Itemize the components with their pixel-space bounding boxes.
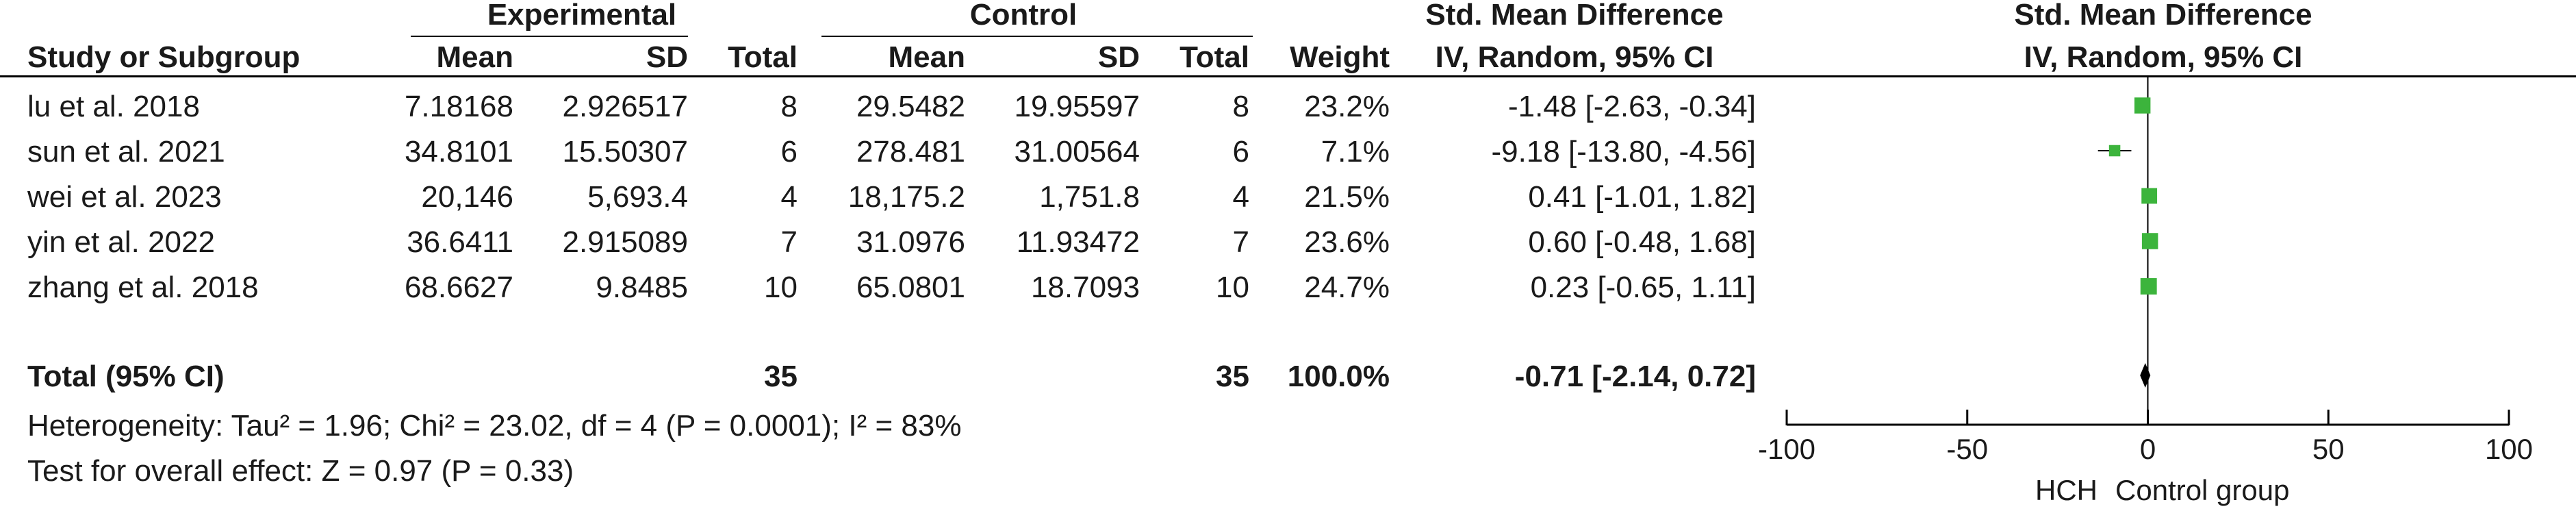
study-marker	[2140, 278, 2157, 295]
cell-total-e: 4	[780, 180, 798, 214]
x-tick-label: 0	[2140, 433, 2156, 465]
cell-study-name: yin et al. 2022	[27, 225, 215, 259]
col-sd-c-header: SD	[1097, 40, 1140, 74]
cell-mean-c: 29.5482	[856, 90, 965, 123]
cell-study-name: lu et al. 2018	[27, 90, 200, 123]
cell-mean-c: 18,175.2	[847, 180, 965, 214]
total-e: 35	[764, 360, 798, 393]
col-study-header: Study or Subgroup	[27, 40, 301, 74]
smd-header-left: Std. Mean Difference	[1425, 0, 1724, 32]
smd-method-right: IV, Random, 95% CI	[2024, 40, 2303, 74]
x-tick-label: -50	[1946, 433, 1988, 465]
cell-total-c: 10	[1216, 271, 1249, 304]
x-tick-label: 50	[2312, 433, 2345, 465]
control-header-rule	[821, 36, 1253, 37]
study-marker	[2141, 233, 2158, 249]
cell-mean-e: 20,146	[421, 180, 513, 214]
col-weight-header: Weight	[1290, 40, 1390, 74]
control-group-header: Control	[969, 0, 1077, 32]
cell-ci: 0.41 [-1.01, 1.82]	[1528, 180, 1756, 214]
cell-ci: 0.60 [-0.48, 1.68]	[1528, 225, 1756, 259]
cell-weight: 23.6%	[1304, 225, 1390, 259]
cell-weight: 21.5%	[1304, 180, 1390, 214]
cell-total-c: 8	[1232, 90, 1249, 123]
cell-sd-c: 18.7093	[1030, 271, 1140, 304]
cell-ci: -9.18 [-13.80, -4.56]	[1491, 135, 1756, 169]
header-rule	[0, 75, 2576, 77]
total-weight: 100.0%	[1287, 360, 1390, 393]
cell-sd-c: 31.00564	[1014, 135, 1140, 169]
cell-mean-e: 7.18168	[404, 90, 513, 123]
cell-sd-e: 15.50307	[562, 135, 688, 169]
cell-total-c: 7	[1232, 225, 1249, 259]
x-tick-label: 100	[2485, 433, 2533, 465]
cell-sd-c: 19.95597	[1014, 90, 1140, 123]
study-marker	[2108, 145, 2121, 157]
col-total-e-header: Total	[728, 40, 798, 74]
total-c: 35	[1216, 360, 1249, 393]
pooled-diamond	[2140, 363, 2151, 388]
x-tick-label: -100	[1758, 433, 1815, 465]
cell-total-e: 10	[764, 271, 798, 304]
cell-mean-c: 65.0801	[856, 271, 965, 304]
study-marker	[2134, 97, 2151, 114]
cell-total-e: 8	[780, 90, 798, 123]
heterogeneity-text: Heterogeneity: Tau² = 1.96; Chi² = 23.02…	[27, 409, 962, 443]
experimental-group-header: Experimental	[487, 0, 677, 32]
smd-method-left: IV, Random, 95% CI	[1435, 40, 1714, 74]
study-marker	[2141, 188, 2158, 204]
cell-total-c: 6	[1232, 135, 1249, 169]
cell-mean-c: 31.0976	[856, 225, 965, 259]
cell-sd-e: 5,693.4	[587, 180, 688, 214]
favours-left-label: HCH	[2035, 474, 2097, 506]
cell-sd-c: 1,751.8	[1039, 180, 1140, 214]
favours-right-label: Control group	[2115, 474, 2290, 506]
col-sd-e-header: SD	[646, 40, 688, 74]
cell-sd-e: 2.915089	[562, 225, 688, 259]
cell-total-e: 6	[780, 135, 798, 169]
total-label: Total (95% CI)	[27, 360, 225, 393]
cell-mean-e: 68.6627	[404, 271, 513, 304]
smd-header-right: Std. Mean Difference	[2014, 0, 2312, 32]
cell-ci: -1.48 [-2.63, -0.34]	[1508, 90, 1756, 123]
col-total-c-header: Total	[1179, 40, 1249, 74]
cell-study-name: wei et al. 2023	[27, 180, 222, 214]
cell-study-name: sun et al. 2021	[27, 135, 225, 169]
cell-mean-e: 36.6411	[407, 225, 513, 259]
cell-total-e: 7	[780, 225, 798, 259]
cell-weight: 23.2%	[1304, 90, 1390, 123]
cell-weight: 24.7%	[1304, 271, 1390, 304]
cell-ci: 0.23 [-0.65, 1.11]	[1530, 271, 1756, 304]
experimental-header-rule	[411, 36, 688, 37]
cell-total-c: 4	[1232, 180, 1249, 214]
cell-mean-e: 34.8101	[404, 135, 513, 169]
col-mean-e-header: Mean	[436, 40, 513, 74]
total-ci: -0.71 [-2.14, 0.72]	[1514, 360, 1756, 393]
cell-sd-e: 9.8485	[596, 271, 688, 304]
cell-study-name: zhang et al. 2018	[27, 271, 259, 304]
cell-sd-e: 2.926517	[562, 90, 688, 123]
col-mean-c-header: Mean	[888, 40, 965, 74]
overall-effect-text: Test for overall effect: Z = 0.97 (P = 0…	[27, 454, 574, 488]
cell-mean-c: 278.481	[856, 135, 965, 169]
cell-weight: 7.1%	[1321, 135, 1390, 169]
cell-sd-c: 11.93472	[1016, 225, 1140, 259]
